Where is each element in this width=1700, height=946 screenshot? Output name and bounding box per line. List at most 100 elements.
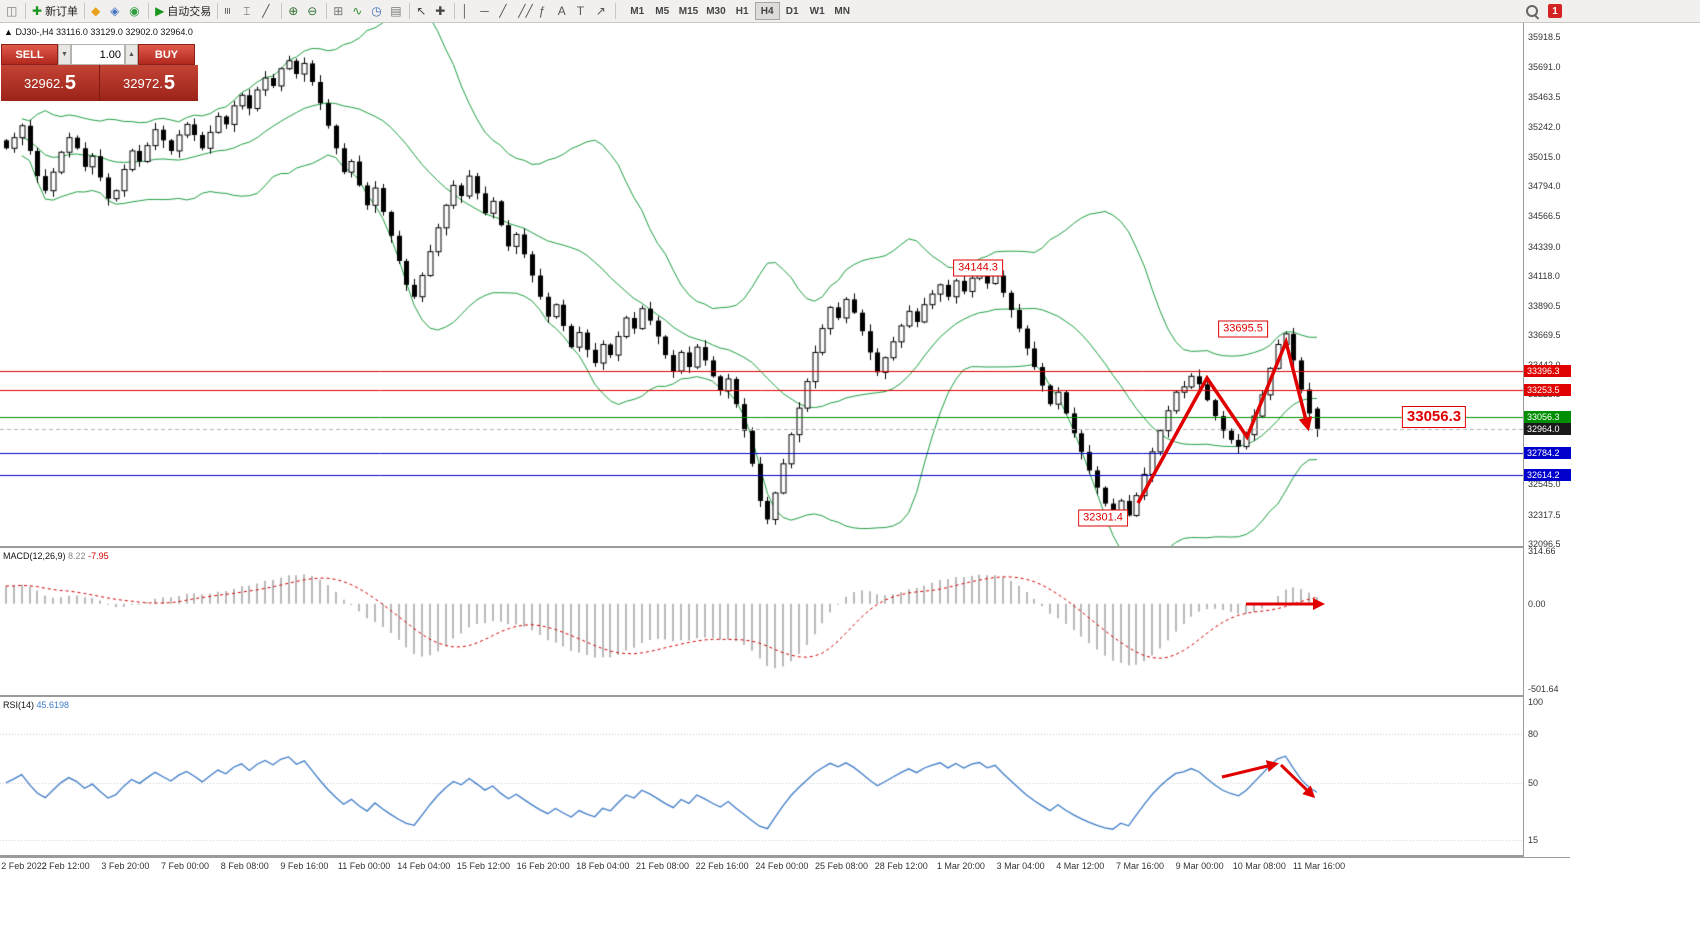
toolbar-separator [614, 3, 616, 19]
timeframe-m15[interactable]: M15 [675, 2, 702, 20]
time-axis-label: 3 Mar 04:00 [996, 861, 1045, 871]
price-axis-tick: 33890.5 [1528, 300, 1561, 311]
cursor-icon-glyph: ↖ [416, 4, 427, 18]
periods-icon[interactable]: ◷ [368, 2, 387, 21]
bar-chart-icon[interactable]: ≡ [221, 2, 240, 21]
notification-badge[interactable]: 1 [1548, 4, 1562, 18]
price-line-label: 32784.2 [1524, 446, 1571, 459]
timeframe-m30[interactable]: M30 [702, 2, 729, 20]
macd-panel-canvas[interactable] [0, 548, 1523, 695]
chart-window-icon-glyph: ◫ [6, 4, 18, 18]
macd-name: MACD(12,26,9) [3, 551, 66, 561]
toolbar-separator [84, 3, 86, 19]
fibonacci-icon[interactable]: ƒ [536, 2, 555, 21]
rsi-axis-tick: 15 [1528, 834, 1539, 845]
buy-price-main: 32972. [123, 75, 163, 91]
buy-price[interactable]: 32972. 5 [100, 65, 198, 101]
line-chart-icon-glyph: ╱ [262, 4, 270, 18]
time-axis[interactable]: 2 Feb 2022 2 Feb 12:00 3 Feb 20:00 7 Feb 00… [0, 857, 1570, 873]
price-axis-tick: 35918.5 [1528, 32, 1561, 43]
timeframe-mn[interactable]: MN [830, 2, 855, 20]
rsi-panel-canvas[interactable] [0, 697, 1523, 855]
volume-input[interactable] [71, 44, 125, 65]
text-icon-glyph: A [557, 4, 566, 18]
indicators-icon[interactable]: ∿ [349, 2, 368, 21]
timeframe-d1[interactable]: D1 [780, 2, 805, 20]
timeframe-m5[interactable]: M5 [650, 2, 675, 20]
rsi-value: 45.6198 [36, 700, 70, 710]
sell-price-main: 32962. [24, 75, 64, 91]
timeframe-m1[interactable]: M1 [625, 2, 650, 20]
terminal-icon[interactable]: ◉ [126, 2, 145, 21]
buy-button[interactable]: BUY [138, 44, 195, 65]
crosshair-icon[interactable]: ✚ [432, 2, 451, 21]
channel-icon[interactable]: ╱╱ [515, 2, 535, 21]
sell-price[interactable]: 32962. 5 [1, 65, 99, 101]
time-axis-label: 14 Feb 04:00 [397, 861, 451, 871]
price-axis[interactable]: 35918.5 35691.0 35463.5 35242.0 35015.0 34794… [1523, 23, 1571, 857]
volume-increase-button[interactable]: ▲ [125, 44, 138, 65]
rsi-name: RSI(14) [3, 700, 35, 710]
rsi-axis-tick: 50 [1528, 777, 1539, 788]
trade-panel-controls: SELL ▼ ▲ BUY [1, 44, 198, 65]
cursor-icon[interactable]: ↖ [413, 2, 432, 21]
candlestick-chart-icon[interactable]: ⌶ [240, 2, 259, 21]
chart-window-icon[interactable]: ◫ [3, 2, 22, 21]
templates-icon[interactable]: ▤ [387, 2, 406, 21]
vertical-line-icon[interactable]: │ [458, 2, 477, 21]
quotes-icon[interactable]: ◆ [88, 2, 107, 21]
label-icon[interactable]: T [574, 2, 593, 21]
price-axis-tick: 32317.5 [1528, 509, 1561, 520]
text-icon[interactable]: A [555, 2, 574, 21]
toolbar-separator [454, 3, 456, 19]
panel-resize-handle[interactable] [0, 855, 1570, 857]
tile-windows-icon-glyph: ⊞ [333, 4, 344, 18]
timeframe-h4[interactable]: H4 [754, 2, 780, 20]
price-line-label: 33056.3 [1524, 410, 1571, 423]
trendline-icon-glyph: ╱ [499, 4, 507, 18]
crosshair-icon-glyph: ✚ [435, 4, 446, 18]
toolbar-separator [217, 3, 219, 19]
time-axis-label: 2 Feb 2022 [1, 861, 47, 871]
toolbar: ◫ ✚ 新订单 ◆ ◈ ◉ ▶ 自动交易 ≡ ⌶ ╱ ⊕ ⊖ ⊞ ∿ ◷ ▤ ↖ ✚ │ ─ ╱ ╱╱ ƒ A T ↗ M1 M5 M1… [0, 0, 1700, 23]
sell-button[interactable]: SELL [1, 44, 58, 65]
macd-indicator-label: MACD(12,26,9) 8.22 -7.95 [3, 551, 109, 561]
macd-axis-tick: 314.66 [1528, 545, 1556, 556]
vertical-line-icon-glyph: │ [461, 4, 469, 18]
time-axis-label: 11 Mar 16:00 [1292, 861, 1346, 871]
price-axis-tick: 34339.0 [1528, 241, 1561, 252]
new-order-button[interactable]: ✚ 新订单 [29, 2, 81, 21]
horizontal-line-icon[interactable]: ─ [477, 2, 496, 21]
time-axis-label: 16 Feb 20:00 [516, 861, 570, 871]
line-chart-icon[interactable]: ╱ [259, 2, 278, 21]
sell-price-fraction: 5 [64, 72, 76, 94]
search-icon[interactable] [1525, 4, 1540, 19]
time-axis-label: 7 Mar 16:00 [1115, 861, 1164, 871]
main-chart-canvas[interactable] [0, 23, 1523, 546]
time-axis-label: 22 Feb 16:00 [695, 861, 749, 871]
channel-icon-glyph: ╱╱ [518, 4, 533, 18]
macd-main-value: 8.22 [68, 551, 86, 561]
timeframe-w1[interactable]: W1 [805, 2, 830, 20]
tile-windows-icon[interactable]: ⊞ [330, 2, 349, 21]
zoom-in-icon[interactable]: ⊕ [285, 2, 304, 21]
panel-resize-handle[interactable] [0, 546, 1570, 548]
timeframe-h1[interactable]: H1 [730, 2, 755, 20]
time-axis-label: 28 Feb 12:00 [874, 861, 928, 871]
price-axis-tick: 34118.0 [1528, 270, 1560, 281]
bar-chart-icon-glyph: ≡ [220, 7, 235, 15]
autotrading-button[interactable]: ▶ 自动交易 [152, 2, 214, 21]
price-axis-tick: 33669.5 [1528, 330, 1561, 341]
price-axis-tick: 35015.0 [1528, 151, 1561, 162]
panel-resize-handle[interactable] [0, 695, 1570, 697]
volume-decrease-button[interactable]: ▼ [58, 44, 71, 65]
trendline-icon[interactable]: ╱ [496, 2, 515, 21]
arrows-icon[interactable]: ↗ [593, 2, 612, 21]
chart-symbol-period: DJ30-,H4 [15, 27, 54, 37]
navigator-icon[interactable]: ◈ [107, 2, 126, 21]
new-order-button-label: 新订单 [45, 6, 79, 18]
buy-price-fraction: 5 [163, 72, 175, 94]
zoom-out-icon[interactable]: ⊖ [304, 2, 323, 21]
price-axis-tick: 35463.5 [1528, 92, 1561, 103]
